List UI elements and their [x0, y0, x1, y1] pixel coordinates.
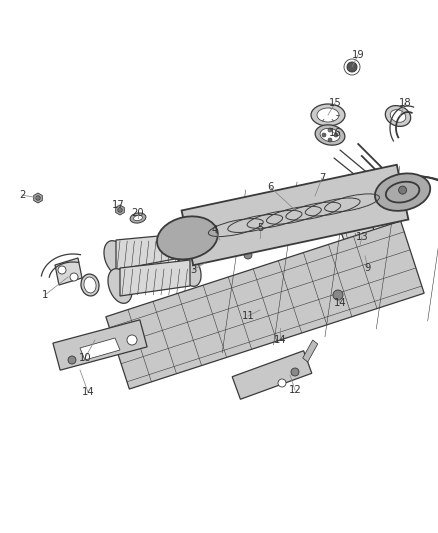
Ellipse shape — [385, 106, 411, 126]
Circle shape — [278, 379, 286, 387]
Polygon shape — [34, 193, 42, 203]
Circle shape — [399, 186, 406, 194]
Text: 3: 3 — [190, 265, 196, 275]
Ellipse shape — [386, 182, 419, 203]
Circle shape — [58, 266, 66, 274]
Circle shape — [291, 368, 299, 376]
Ellipse shape — [179, 254, 201, 286]
Polygon shape — [340, 220, 378, 250]
Text: 12: 12 — [289, 385, 301, 395]
Circle shape — [127, 335, 137, 345]
Text: 13: 13 — [356, 232, 368, 242]
Polygon shape — [303, 340, 318, 362]
Polygon shape — [232, 351, 312, 399]
Ellipse shape — [108, 269, 132, 303]
Polygon shape — [345, 232, 395, 270]
Ellipse shape — [134, 215, 142, 221]
Text: 15: 15 — [328, 98, 341, 108]
Circle shape — [322, 133, 326, 137]
Text: 14: 14 — [82, 387, 94, 397]
Ellipse shape — [311, 104, 345, 126]
Circle shape — [328, 138, 332, 142]
Polygon shape — [116, 234, 180, 270]
Polygon shape — [106, 221, 424, 389]
Text: 5: 5 — [257, 223, 263, 233]
Text: 19: 19 — [352, 50, 364, 60]
Circle shape — [356, 254, 364, 262]
Ellipse shape — [320, 128, 340, 142]
Ellipse shape — [169, 230, 191, 262]
Polygon shape — [80, 338, 120, 360]
Text: 4: 4 — [212, 225, 218, 235]
Ellipse shape — [130, 213, 146, 223]
Text: 16: 16 — [328, 128, 341, 138]
Ellipse shape — [317, 108, 339, 122]
Text: 18: 18 — [399, 98, 411, 108]
Text: 11: 11 — [242, 311, 254, 321]
Text: 7: 7 — [319, 173, 325, 183]
Circle shape — [244, 251, 252, 259]
Circle shape — [334, 133, 338, 137]
Circle shape — [118, 208, 122, 212]
Text: 10: 10 — [79, 353, 91, 363]
Circle shape — [68, 356, 76, 364]
Circle shape — [328, 128, 332, 132]
Ellipse shape — [84, 277, 96, 293]
Text: 6: 6 — [267, 182, 273, 192]
Text: 20: 20 — [132, 208, 144, 218]
Polygon shape — [120, 260, 190, 296]
Circle shape — [347, 62, 357, 72]
Polygon shape — [116, 205, 124, 215]
Text: 1: 1 — [42, 290, 48, 300]
Ellipse shape — [390, 110, 406, 122]
Polygon shape — [53, 320, 147, 370]
Ellipse shape — [157, 216, 218, 260]
Ellipse shape — [81, 274, 99, 296]
Text: 14: 14 — [334, 298, 346, 308]
Polygon shape — [55, 258, 82, 285]
Polygon shape — [182, 165, 408, 265]
Circle shape — [70, 273, 78, 281]
Text: 2: 2 — [19, 190, 25, 200]
Ellipse shape — [315, 125, 345, 145]
Circle shape — [333, 290, 343, 300]
Ellipse shape — [375, 173, 430, 211]
Text: 9: 9 — [365, 263, 371, 273]
Ellipse shape — [239, 237, 257, 247]
Text: 14: 14 — [274, 335, 286, 345]
Ellipse shape — [286, 233, 304, 243]
Text: 17: 17 — [112, 200, 124, 210]
Circle shape — [36, 196, 40, 200]
Ellipse shape — [104, 241, 128, 276]
Ellipse shape — [234, 233, 262, 251]
